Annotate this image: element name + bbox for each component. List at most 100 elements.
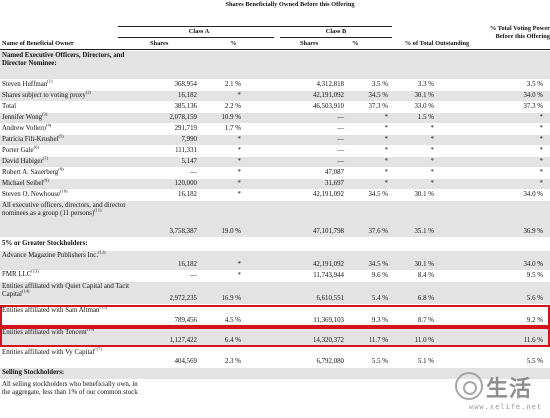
class-b-pct: 9.6 % (371, 272, 388, 279)
table-row: Shares subject to voting proxy(2) 16,182 *… (0, 90, 550, 101)
class-b-shares: — (337, 125, 344, 132)
class-a-pct: * (237, 147, 241, 154)
class-a-rule (118, 37, 274, 38)
owner-name-text: FMR LLC (2, 271, 32, 278)
owner-name-text: Steven Huffman (2, 81, 48, 88)
class-b-pct: 34.5 % (368, 261, 388, 268)
class-a-shares: 16,182 (178, 191, 197, 198)
class-a-pct: 1.7 % (224, 125, 241, 132)
class-a-shares: 291,719 (174, 125, 197, 132)
owner-name: Andrew Vollero(4) (2, 122, 142, 133)
voting-power-pct: 9.5 % (526, 272, 543, 279)
table-row: Steven Huffman(1) 368,954 2.1 % 4,312,818 3.… (0, 79, 550, 90)
shares-owned-header: Shares Beneficially Owned Before this Of… (225, 1, 355, 8)
owner-name-text: Shares subject to voting proxy (2, 92, 86, 99)
owner-name-text: Entities affiliated with Tencent (2, 329, 87, 336)
class-b-shares: 42,191,092 (312, 191, 344, 198)
owner-name: FMR LLC(13) (2, 268, 142, 279)
footnote-marker: (14) (21, 288, 30, 294)
class-b-shares: 14,320,372 (312, 337, 344, 344)
pct-total-outstanding: 8.7 % (417, 317, 434, 324)
class-b-pct: 34.5 % (368, 191, 388, 198)
table-row: Entities affiliated with Vy Capital(17) 4… (0, 347, 550, 367)
class-a-shares: 2,078,159 (169, 114, 197, 121)
class-b-shares: — (337, 158, 344, 165)
class-a-shares: 16,182 (178, 261, 197, 268)
class-b-pct: * (384, 180, 388, 187)
class-b-shares: 11,369,103 (313, 317, 344, 324)
class-b-shares: — (337, 114, 344, 121)
footnote-marker: (16) (86, 326, 95, 332)
voting-power-pct: 34.0 % (523, 92, 543, 99)
pct-total-outstanding: 35.1 % (414, 228, 434, 235)
table-row: Jennifer Wong(3) 2,078,159 10.9 % — * 1.5 % * (0, 112, 550, 123)
class-a-shares: 5,147 (181, 158, 197, 165)
pct-total-outstanding: 30.1 % (414, 261, 434, 268)
footnote-marker: (15) (99, 304, 107, 310)
class-a-pct: 10.9 % (221, 114, 241, 121)
class-a-shares-header: Shares (150, 40, 169, 47)
owner-name-text: David Habiger (2, 158, 43, 165)
class-b-shares: 47,101,798 (312, 228, 344, 235)
pct-total-outstanding: 1.5 % (417, 114, 434, 121)
voting-power-pct: 9.2 % (526, 317, 543, 324)
class-a-pct: * (237, 92, 241, 99)
watermark-text: 生活 (486, 377, 533, 402)
class-a-shares: — (190, 272, 197, 279)
voting-power-pct: 37.3 % (523, 103, 543, 110)
table-row: Andrew Vollero(4) 291,719 1.7 % — * * * (0, 122, 550, 134)
class-a-pct: * (237, 272, 241, 279)
section-header-row: 5% or Greater Stockholders: (0, 239, 550, 250)
class-a-shares: 7,990 (181, 136, 197, 143)
owner-name: Jennifer Wong(3) (2, 112, 142, 122)
table-row: David Habiger(7) 5,147 * — * * * (0, 156, 550, 167)
class-b-shares: 47,087 (325, 169, 344, 176)
owner-name-text: Michael Seibel (2, 180, 44, 187)
class-a-pct: 6.4 % (224, 337, 241, 344)
owner-name-text: Named Executive Officers, Directors, and… (2, 52, 125, 67)
owner-name: All selling stockholders who beneficiall… (2, 381, 142, 397)
footnote-marker: (12) (98, 249, 106, 255)
pct-total-outstanding: 33.0 % (414, 103, 434, 110)
table-row: Steven O. Newhouse(10) 16,182 * 42,191,092 3… (0, 188, 550, 200)
class-b-pct: 34.5 % (368, 92, 388, 99)
owner-name-text: All executive officers, directors, and d… (2, 202, 126, 217)
owner-name-text: All selling stockholders who beneficiall… (2, 381, 138, 396)
class-a-shares: 3,758,387 (169, 228, 197, 235)
class-a-pct: 16.9 % (221, 295, 241, 302)
owner-name-text: Robert A. Sauerberg (2, 169, 59, 176)
pct-total-outstanding-header: % of Total Outstanding (404, 40, 470, 47)
table-row: Porter Gale(6) 111,331 * — * * * (0, 144, 550, 156)
class-a-pct: 4.5 % (224, 317, 241, 324)
owner-name: Total (2, 103, 142, 111)
owner-name-text: Entities affiliated with Vy Capital (2, 349, 95, 356)
voting-power-pct: * (539, 169, 543, 176)
class-b-pct: 9.3 % (371, 317, 388, 324)
section-title: Selling Stockholders: (2, 369, 142, 377)
owner-name-text: Steven O. Newhouse (2, 191, 60, 198)
table-row: Total 385,136 2.2 % 46,503,910 37.3 % 33.0 % 3… (0, 102, 550, 112)
voting-power-pct: 3.5 % (526, 81, 543, 88)
class-b-pct: 37.3 % (368, 103, 388, 110)
owner-name: Entities affiliated with Tencent(16) (2, 326, 142, 337)
voting-power-pct: 36.9 % (523, 228, 543, 235)
pct-total-outstanding: * (430, 147, 434, 154)
class-a-shares: 2,972,235 (169, 295, 197, 302)
footnote-marker: (4) (45, 122, 52, 128)
class-a-pct: * (237, 158, 241, 165)
table-row: FMR LLC(13) — * 11,743,944 9.6 % 8.4 % 9.5 % (0, 268, 550, 281)
class-b-header: Class B (325, 28, 347, 35)
footnote-marker: (10) (60, 188, 68, 194)
footnote-marker: (9) (43, 177, 49, 183)
owner-name: Robert A. Sauerberg(8) (2, 167, 142, 177)
owner-name: Porter Gale(6) (2, 144, 142, 155)
class-a-header: Class A (188, 28, 210, 35)
class-a-pct-header: % (230, 40, 237, 47)
footnote-marker: (6) (33, 144, 39, 150)
table-row: Robert A. Sauerberg(8) — * 47,087 * * * (0, 167, 550, 178)
owner-name-text: Porter Gale (2, 147, 34, 154)
footnote-marker: (13) (31, 268, 39, 274)
table-row: Michael Seibel(9) 120,000 * 31,697 * * * (0, 177, 550, 189)
owner-name: Entities affiliated with Sam Altman(15) (2, 304, 142, 315)
class-a-pct: * (237, 180, 241, 187)
